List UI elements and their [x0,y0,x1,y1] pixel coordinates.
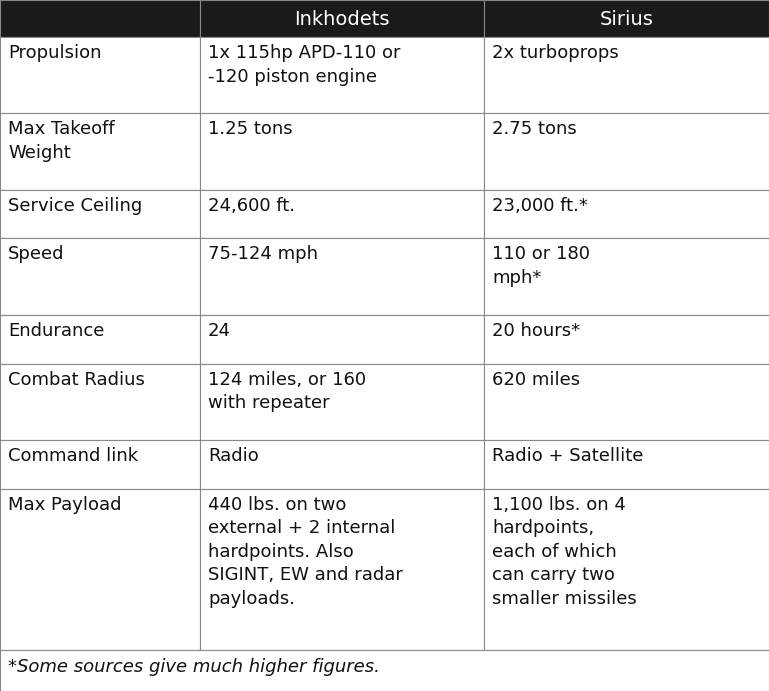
Text: 20 hours*: 20 hours* [492,322,580,340]
Text: 1x 115hp APD-110 or
-120 piston engine: 1x 115hp APD-110 or -120 piston engine [208,44,401,86]
Text: Radio + Satellite: Radio + Satellite [492,447,644,465]
Text: Inkhodets: Inkhodets [295,10,390,29]
Text: Radio: Radio [208,447,258,465]
Bar [484,489,769,650]
Bar [0,363,200,439]
Bar [0,650,769,691]
Text: Max Payload: Max Payload [8,495,122,513]
Text: Endurance: Endurance [8,322,105,340]
Bar [0,489,200,650]
Text: 124 miles, or 160
with repeater: 124 miles, or 160 with repeater [208,370,366,412]
Text: 2x turboprops: 2x turboprops [492,44,619,62]
Bar [200,314,484,363]
Text: Service Ceiling: Service Ceiling [8,197,142,215]
Text: 440 lbs. on two
external + 2 internal
hardpoints. Also
SIGINT, EW and radar
payl: 440 lbs. on two external + 2 internal ha… [208,495,403,608]
Bar [0,0,200,37]
Bar [484,0,769,37]
Bar [484,113,769,189]
Text: Max Takeoff
Weight: Max Takeoff Weight [8,120,115,162]
Bar [200,439,484,489]
Bar [200,363,484,439]
Bar [0,314,200,363]
Text: Command link: Command link [8,447,138,465]
Text: Sirius: Sirius [600,10,654,29]
Bar [0,189,200,238]
Text: 24,600 ft.: 24,600 ft. [208,197,295,215]
Text: 620 miles: 620 miles [492,370,580,388]
Bar [484,189,769,238]
Text: 75-124 mph: 75-124 mph [208,245,318,263]
Bar [484,363,769,439]
Text: Combat Radius: Combat Radius [8,370,145,388]
Bar [200,189,484,238]
Bar [200,0,484,37]
Bar [200,113,484,189]
Text: 2.75 tons: 2.75 tons [492,120,577,138]
Text: 24: 24 [208,322,231,340]
Bar [0,439,200,489]
Bar [0,113,200,189]
Text: 23,000 ft.*: 23,000 ft.* [492,197,588,215]
Bar [0,238,200,314]
Bar [200,238,484,314]
Bar [200,37,484,113]
Text: 110 or 180
mph*: 110 or 180 mph* [492,245,590,287]
Bar [200,489,484,650]
Bar [484,37,769,113]
Text: *Some sources give much higher figures.: *Some sources give much higher figures. [8,658,380,676]
Text: 1,100 lbs. on 4
hardpoints,
each of which
can carry two
smaller missiles: 1,100 lbs. on 4 hardpoints, each of whic… [492,495,637,608]
Bar [0,37,200,113]
Text: 1.25 tons: 1.25 tons [208,120,293,138]
Bar [484,439,769,489]
Bar [484,238,769,314]
Text: Propulsion: Propulsion [8,44,102,62]
Text: Speed: Speed [8,245,65,263]
Bar [484,314,769,363]
